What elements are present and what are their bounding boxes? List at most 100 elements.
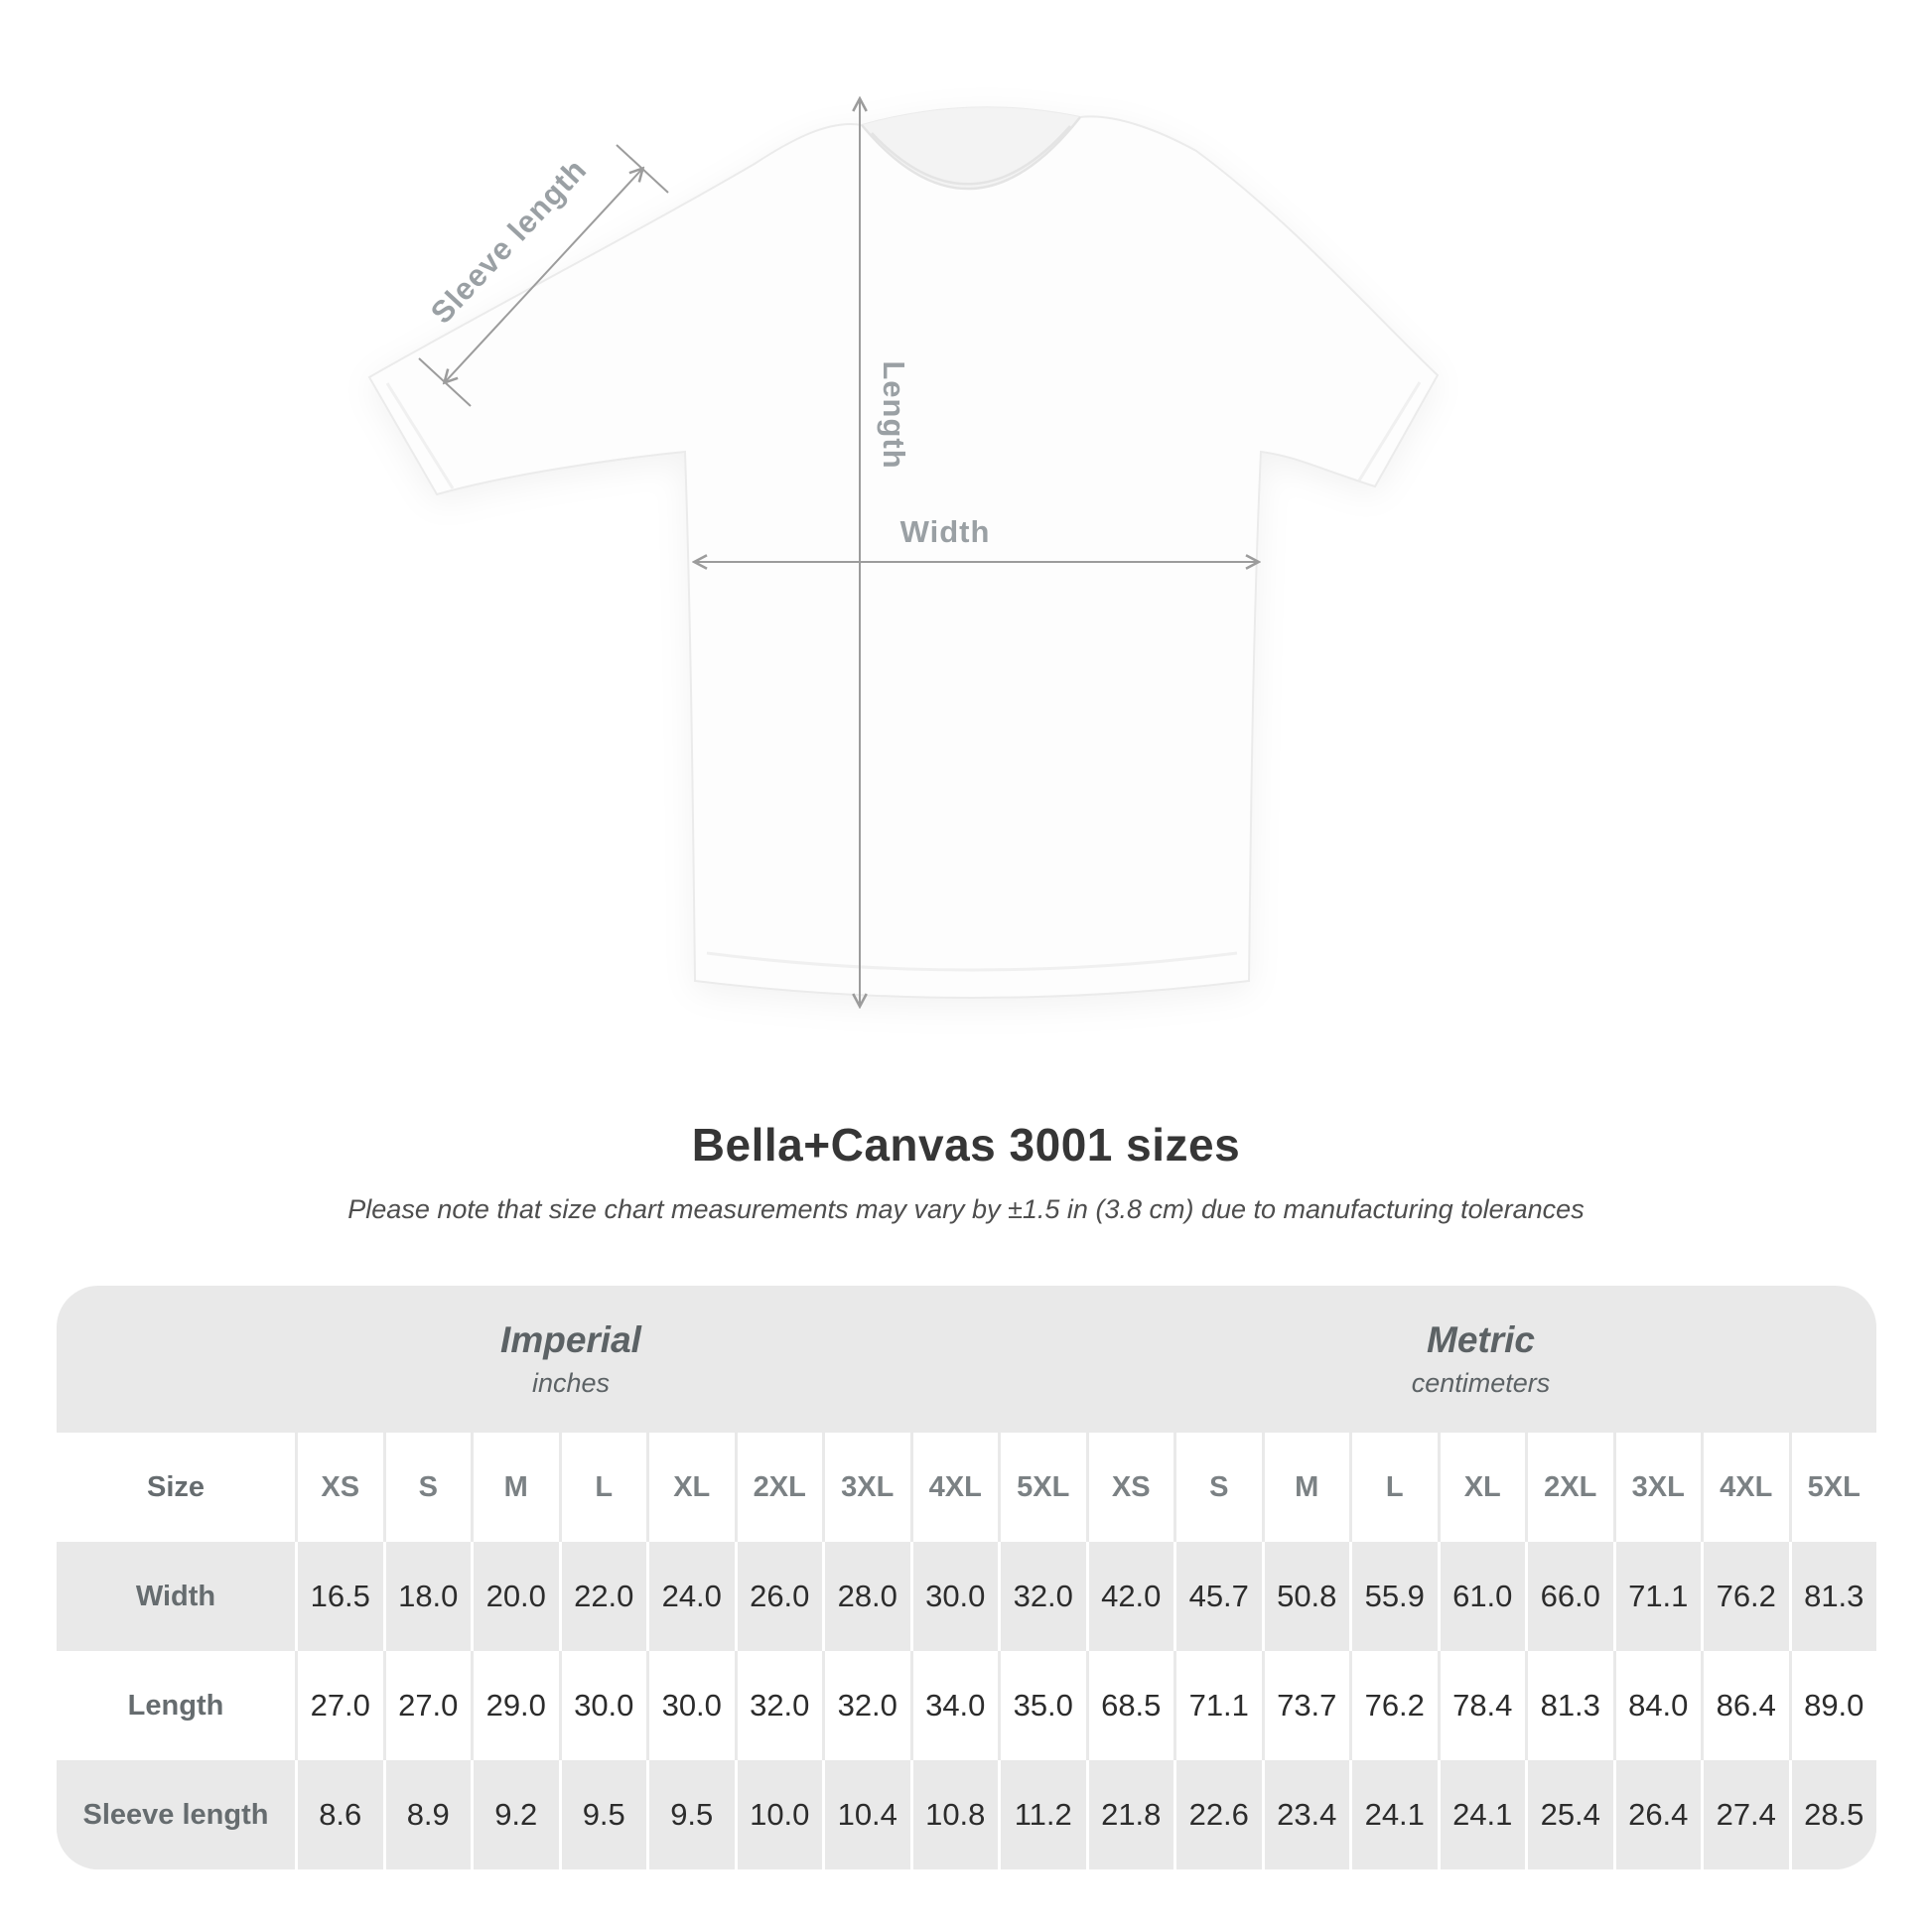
value-cell: 32.0: [998, 1542, 1086, 1651]
size-header-row: Size XS S M L XL 2XL 3XL 4XL 5XL XS S M …: [57, 1433, 1876, 1542]
metric-title: Metric: [1427, 1319, 1535, 1360]
value-cell: 10.0: [734, 1760, 823, 1869]
value-cell: 84.0: [1612, 1651, 1702, 1760]
length-row-label: Length: [127, 1689, 224, 1722]
length-dimension: Length: [860, 99, 911, 1006]
value-cell: 21.8: [1085, 1760, 1174, 1869]
hem-stitch: [706, 951, 1238, 972]
value-cell: 9.2: [471, 1760, 559, 1869]
value-cell: 24.1: [1349, 1760, 1438, 1869]
value-cell: 35.0: [998, 1651, 1086, 1760]
size-header-cell: L: [1349, 1433, 1438, 1542]
width-dimension: Width: [695, 514, 1258, 562]
size-header-cell: 3XL: [822, 1433, 910, 1542]
value-cell: 24.1: [1437, 1760, 1526, 1869]
collar-outer-ribbing: [861, 116, 1081, 191]
value-cell: 73.7: [1261, 1651, 1350, 1760]
value-cell: 10.4: [822, 1760, 910, 1869]
sleeve-length-row: Sleeve length 8.6 8.9 9.2 9.5 9.5 10.0 1…: [57, 1760, 1876, 1869]
value-cell: 30.0: [909, 1542, 999, 1651]
size-header-cell: XL: [1437, 1433, 1526, 1542]
value-cell: 11.2: [998, 1760, 1086, 1869]
value-cell: 27.0: [295, 1651, 383, 1760]
value-cell: 68.5: [1085, 1651, 1174, 1760]
value-cell: 66.0: [1525, 1542, 1613, 1651]
value-cell: 27.4: [1701, 1760, 1789, 1869]
size-table: Imperial inches Metric centimeters Size …: [57, 1286, 1876, 1869]
value-cell: 22.6: [1173, 1760, 1262, 1869]
value-cell: 8.6: [295, 1760, 383, 1869]
width-row: Width 16.5 18.0 20.0 22.0 24.0 26.0 28.0…: [57, 1542, 1876, 1651]
value-cell: 81.3: [1788, 1542, 1877, 1651]
value-cell: 27.0: [382, 1651, 472, 1760]
width-label: Width: [900, 514, 991, 549]
value-cell: 8.9: [382, 1760, 472, 1869]
size-header-cell: M: [1261, 1433, 1350, 1542]
length-row: Length 27.0 27.0 29.0 30.0 30.0 32.0 32.…: [57, 1651, 1876, 1760]
value-cell: 81.3: [1525, 1651, 1613, 1760]
tshirt-measurement-diagram: Sleeve length Length Width: [367, 0, 1440, 1102]
imperial-title: Imperial: [500, 1319, 641, 1360]
value-cell: 28.5: [1788, 1760, 1877, 1869]
size-header-cell: M: [471, 1433, 559, 1542]
size-header-cell: 2XL: [1525, 1433, 1613, 1542]
unit-group-imperial: Imperial inches: [57, 1286, 1085, 1433]
value-cell: 26.0: [734, 1542, 823, 1651]
collar-inner-ribbing: [871, 125, 1071, 186]
value-cell: 30.0: [558, 1651, 647, 1760]
value-cell: 25.4: [1525, 1760, 1613, 1869]
size-column-header: Size: [146, 1470, 206, 1503]
unit-groups-row: Imperial inches Metric centimeters: [57, 1286, 1876, 1433]
value-cell: 22.0: [558, 1542, 647, 1651]
size-header-cell: XS: [295, 1433, 383, 1542]
tolerance-note: Please note that size chart measurements…: [347, 1194, 1585, 1224]
metric-unit: centimeters: [1411, 1368, 1551, 1398]
value-cell: 26.4: [1612, 1760, 1702, 1869]
value-cell: 34.0: [909, 1651, 999, 1760]
size-header-cell: 3XL: [1612, 1433, 1702, 1542]
value-cell: 29.0: [471, 1651, 559, 1760]
value-cell: 23.4: [1261, 1760, 1350, 1869]
value-cell: 9.5: [646, 1760, 735, 1869]
value-cell: 18.0: [382, 1542, 472, 1651]
size-header-cell: 4XL: [1701, 1433, 1789, 1542]
size-header-cell: 2XL: [734, 1433, 823, 1542]
size-header-cell: S: [382, 1433, 472, 1542]
value-cell: 76.2: [1701, 1542, 1789, 1651]
value-cell: 89.0: [1788, 1651, 1877, 1760]
sleeve-length-tick-end: [616, 144, 669, 194]
value-cell: 61.0: [1437, 1542, 1526, 1651]
sleeve-length-row-label: Sleeve length: [82, 1798, 269, 1831]
size-header-cell: L: [558, 1433, 647, 1542]
value-cell: 9.5: [558, 1760, 647, 1869]
value-cell: 76.2: [1349, 1651, 1438, 1760]
width-row-label: Width: [135, 1580, 216, 1612]
value-cell: 32.0: [822, 1651, 910, 1760]
size-header-cell: 5XL: [998, 1433, 1086, 1542]
left-cuff-seam: [385, 382, 455, 489]
right-cuff-seam: [1357, 381, 1422, 482]
value-cell: 30.0: [646, 1651, 735, 1760]
size-header-cell: 4XL: [909, 1433, 999, 1542]
value-cell: 24.0: [646, 1542, 735, 1651]
sleeve-length-arrow: [445, 169, 642, 382]
value-cell: 42.0: [1085, 1542, 1174, 1651]
value-cell: 71.1: [1173, 1651, 1262, 1760]
size-header-cell: S: [1173, 1433, 1262, 1542]
size-header-cell: XS: [1085, 1433, 1174, 1542]
value-cell: 86.4: [1701, 1651, 1789, 1760]
value-cell: 10.8: [909, 1760, 999, 1869]
size-header-cell: 5XL: [1788, 1433, 1877, 1542]
value-cell: 32.0: [734, 1651, 823, 1760]
value-cell: 78.4: [1437, 1651, 1526, 1760]
unit-group-metric: Metric centimeters: [1085, 1286, 1876, 1433]
length-label: Length: [877, 360, 911, 469]
value-cell: 45.7: [1173, 1542, 1262, 1651]
value-cell: 20.0: [471, 1542, 559, 1651]
sleeve-length-tick-start: [418, 357, 472, 407]
value-cell: 50.8: [1261, 1542, 1350, 1651]
value-cell: 55.9: [1349, 1542, 1438, 1651]
value-cell: 71.1: [1612, 1542, 1702, 1651]
size-header-cell: XL: [646, 1433, 735, 1542]
